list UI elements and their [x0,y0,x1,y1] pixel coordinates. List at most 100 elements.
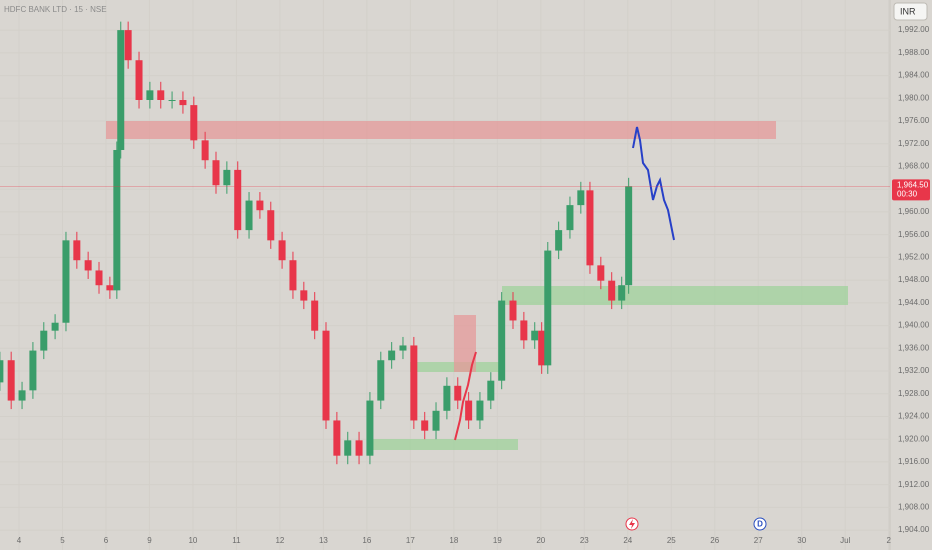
candle-body [509,300,517,321]
candle-body [7,360,15,401]
x-tick-label: 24 [623,536,632,545]
countdown-label: 00:30 [897,189,918,198]
candle-body [531,330,539,341]
y-tick-label: 1,944.00 [898,298,930,307]
x-tick-label: 13 [319,536,328,545]
y-tick-label: 1,988.00 [898,48,930,57]
candle-body [146,90,154,100]
projection-path [632,126,675,241]
candle-body [555,230,563,251]
candle-body [201,140,209,161]
candle-body [223,169,231,186]
candle-body [95,270,103,286]
candle-body [618,285,626,301]
y-tick-label: 1,924.00 [898,412,930,421]
candle-body [410,345,418,421]
candle-body [586,190,594,266]
candle-body [157,90,165,100]
demand-zone [368,439,518,450]
currency-button[interactable] [893,2,928,21]
chart-title: HDFC BANK LTD · 15 · NSE [4,5,107,14]
x-tick-label: 10 [188,536,197,545]
x-tick-label: 16 [362,536,371,545]
y-tick-label: 1,976.00 [898,116,930,125]
candles [0,21,633,465]
candle-body [113,150,121,291]
candle-body [597,265,605,281]
candle-body [73,240,81,261]
x-tick-label: 25 [667,536,676,545]
drawn-path [454,351,477,441]
candle-body [443,385,451,411]
candle-body [487,380,495,401]
candle-body [454,385,462,401]
x-tick-label: Jul [840,536,850,545]
candle-body [566,205,574,231]
candle-body [135,60,143,100]
candle-body [311,300,319,331]
lightning-glyph [629,519,635,529]
y-tick-label: 1,920.00 [898,434,930,443]
candle-body [421,420,429,431]
y-tick-label: 1,904.00 [898,525,930,534]
candle-body [190,105,198,141]
supply-zone [106,121,776,139]
supply-zone [454,315,476,372]
candle-body [355,440,363,456]
y-tick-label: 1,936.00 [898,343,930,352]
candle-body [625,186,633,286]
candle-body [117,30,125,151]
demand-zone [502,286,848,305]
y-tick-label: 1,972.00 [898,139,930,148]
candle-body [399,345,407,351]
candle-body [608,280,616,301]
candle-body [300,290,308,301]
event-icon[interactable] [753,517,767,531]
y-tick-label: 1,956.00 [898,230,930,239]
candle-body [344,440,352,456]
candle-body [476,400,484,421]
last-price-label: 1,964.50 [897,180,929,189]
event-marker[interactable]: D [757,520,763,529]
candle-body [465,400,473,421]
candle-body [212,160,220,186]
y-tick-label: 1,928.00 [898,389,930,398]
x-tick-label: 5 [60,536,65,545]
x-tick-label: 19 [493,536,502,545]
candle-body [234,169,242,231]
candle-body [333,420,341,456]
y-tick-label: 1,952.00 [898,252,930,261]
candle-body [322,330,330,421]
x-tick-label: 17 [406,536,415,545]
y-tick-label: 1,984.00 [898,71,930,80]
candle-body [366,400,374,456]
candle-body [106,285,114,291]
candle-body [577,190,585,206]
x-tick-label: 6 [104,536,109,545]
candle-body [289,260,297,291]
candle-body [498,300,506,381]
candle-body [278,240,286,261]
x-tick-label: 4 [17,536,22,545]
candle-body [124,30,132,61]
candle-body [520,320,528,341]
x-tick-label: 30 [797,536,806,545]
currency-label[interactable]: INR [900,6,916,16]
candle-body [179,100,187,106]
candle-body [256,200,264,211]
candle-body [18,390,26,401]
candle-body [377,360,385,401]
y-tick-label: 1,916.00 [898,457,930,466]
candle-body [245,200,253,231]
candle-body [432,410,440,431]
y-tick-label: 1,912.00 [898,480,930,489]
x-tick-label: 2 [886,536,891,545]
candle-body [538,330,546,366]
y-tick-label: 1,968.00 [898,162,930,171]
y-tick-label: 1,948.00 [898,275,930,284]
x-tick-label: 11 [232,536,241,545]
candle-body [544,250,552,366]
y-tick-label: 1,960.00 [898,207,930,216]
